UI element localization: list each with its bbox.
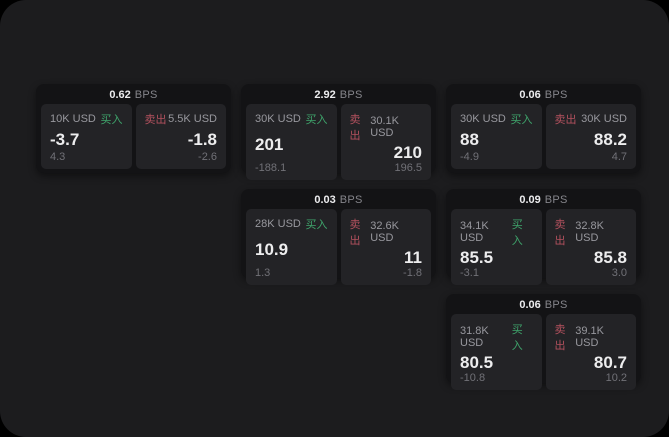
sell-amount: 39.1K USD [575,325,604,349]
quote-card-4: 0.03 BPS 28K USD 买入 10.9 1.3 卖出 32.6K US… [241,189,436,285]
buy-amount: 30K USD [255,113,301,125]
buy-label: 买入 [305,114,328,126]
sell-panel[interactable]: 卖出 30K USD 88.2 4.7 [545,104,636,169]
bps-unit: BPS [544,89,568,101]
buy-price: 201 [255,135,284,154]
sell-panel[interactable]: 卖出 5.5K USD -1.8 -2.6 [135,104,226,169]
sell-price: 88.2 [593,129,627,149]
buy-amount: 34.1K USD [460,220,489,244]
buy-sub-value: -188.1 [255,162,287,174]
bps-unit: BPS [544,299,568,311]
buy-panel[interactable]: 30K USD 买入 201 -188.1 [246,104,337,180]
sell-price: 210 [393,143,422,162]
buy-price: 10.9 [255,240,289,259]
sell-price: 85.8 [593,248,627,267]
bps-header: 0.06 BPS [451,297,636,314]
bps-header: 0.06 BPS [451,87,636,104]
bps-value: 0.06 [519,89,541,101]
buy-amount: 31.8K USD [460,325,489,349]
quote-card-grid: 0.62 BPS 10K USD 买入 -3.7 4.3 卖出 5.5K USD [36,84,641,390]
buy-panel[interactable]: 30K USD 买入 88 -4.9 [451,104,542,169]
buy-label: 买入 [510,114,533,126]
buy-panel[interactable]: 10K USD 买入 -3.7 4.3 [41,104,132,169]
sell-label: 卖出 [349,114,361,142]
sell-label: 卖出 [554,114,577,126]
sell-sub-value: 10.2 [605,372,627,384]
sell-label: 卖出 [349,219,361,247]
buy-label: 买入 [511,219,523,247]
buy-label: 买入 [511,324,523,352]
sell-panel[interactable]: 卖出 39.1K USD 80.7 10.2 [545,314,636,390]
bps-value: 0.62 [109,89,131,101]
sell-amount: 30K USD [581,113,627,125]
sell-price: 80.7 [593,353,627,372]
bps-value: 2.92 [314,89,336,101]
buy-price: 85.5 [460,248,494,267]
buy-label: 买入 [305,219,328,231]
buy-sub-value: 1.3 [255,267,271,279]
buy-label: 买入 [100,114,123,126]
buy-sub-value: 4.3 [50,151,66,163]
buy-sub-value: -4.9 [460,151,479,163]
bps-value: 0.06 [519,299,541,311]
bps-value: 0.09 [519,194,541,206]
sell-sub-value: -1.8 [403,267,422,279]
buy-amount: 28K USD [255,218,301,230]
sell-sub-value: 4.7 [611,151,627,163]
quote-card-2: 2.92 BPS 30K USD 买入 201 -188.1 卖出 30.1K … [241,84,436,180]
buy-amount: 30K USD [460,113,506,125]
bps-header: 2.92 BPS [246,87,431,104]
sell-panel[interactable]: 卖出 30.1K USD 210 196.5 [340,104,431,180]
bps-unit: BPS [134,89,158,101]
buy-panel[interactable]: 34.1K USD 买入 85.5 -3.1 [451,209,542,285]
bps-unit: BPS [544,194,568,206]
sell-panel[interactable]: 卖出 32.6K USD 11 -1.8 [340,209,431,285]
bps-header: 0.03 BPS [246,192,431,209]
sell-panel[interactable]: 卖出 32.8K USD 85.8 3.0 [545,209,636,285]
sell-amount: 5.5K USD [168,113,217,125]
buy-sub-value: -3.1 [460,267,479,279]
sell-price: -1.8 [187,129,217,149]
buy-price: 80.5 [460,353,494,372]
buy-price: -3.7 [50,129,80,149]
quote-card-6: 0.06 BPS 31.8K USD 买入 80.5 -10.8 卖出 39.1… [446,294,641,390]
buy-amount: 10K USD [50,113,96,125]
sell-amount: 30.1K USD [370,115,399,139]
sell-label: 卖出 [554,324,566,352]
buy-panel[interactable]: 31.8K USD 买入 80.5 -10.8 [451,314,542,390]
sell-amount: 32.6K USD [370,220,399,244]
quote-card-5: 0.09 BPS 34.1K USD 买入 85.5 -3.1 卖出 32.8K… [446,189,641,285]
buy-panel[interactable]: 28K USD 买入 10.9 1.3 [246,209,337,285]
sell-label: 卖出 [144,114,167,126]
bps-unit: BPS [339,89,363,101]
buy-sub-value: -10.8 [460,372,486,384]
quote-card-3: 0.06 BPS 30K USD 买入 88 -4.9 卖出 30K USD [446,84,641,173]
sell-sub-value: 196.5 [394,162,422,174]
sell-label: 卖出 [554,219,566,247]
sell-sub-value: -2.6 [198,151,217,163]
quote-card-1: 0.62 BPS 10K USD 买入 -3.7 4.3 卖出 5.5K USD [36,84,231,173]
sell-price: 11 [404,248,422,267]
bps-header: 0.09 BPS [451,192,636,209]
bps-value: 0.03 [314,194,336,206]
sell-sub-value: 3.0 [611,267,627,279]
buy-price: 88 [460,129,479,149]
sell-amount: 32.8K USD [575,220,604,244]
bps-header: 0.62 BPS [41,87,226,104]
bps-unit: BPS [339,194,363,206]
